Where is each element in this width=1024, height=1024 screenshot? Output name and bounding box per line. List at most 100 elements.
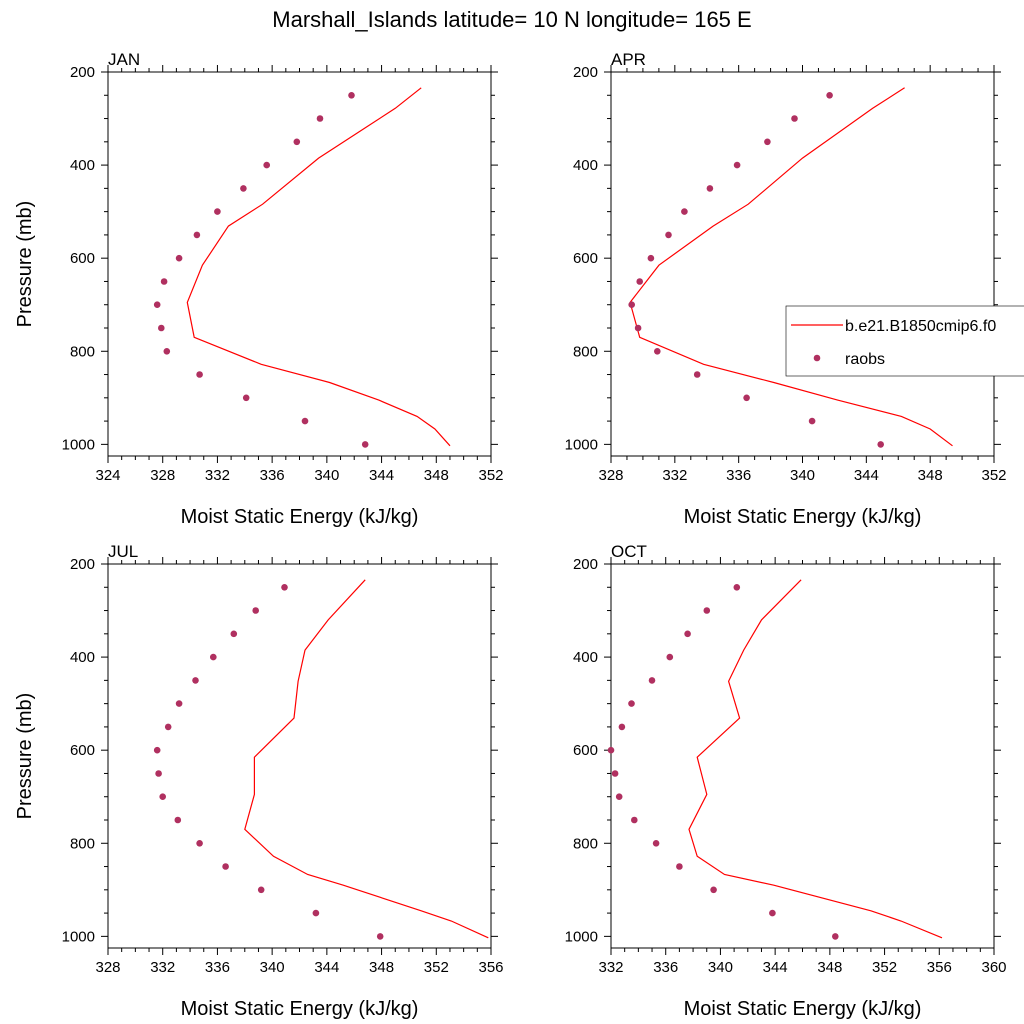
y-tick-label: 600 [70, 250, 95, 267]
raobs-point [210, 653, 217, 661]
raobs-point [312, 909, 320, 917]
x-tick-label: 336 [205, 959, 230, 976]
plot-frame [610, 71, 995, 457]
x-tick-label: 344 [369, 467, 394, 484]
x-tick-label: 344 [314, 959, 339, 976]
model-profile-line [244, 579, 489, 939]
x-tick-label: 332 [205, 467, 230, 484]
raobs-point [684, 630, 691, 638]
y-tick-label: 800 [573, 835, 598, 852]
raobs-point [808, 417, 816, 425]
raobs-point [159, 793, 166, 800]
y-tick-label: 400 [573, 157, 598, 174]
raobs-point [257, 886, 265, 894]
x-axis-title: Moist Static Energy (kJ/kg) [684, 998, 922, 1020]
legend-box [785, 305, 1024, 377]
raobs-point [832, 933, 839, 940]
raobs-point [153, 301, 161, 309]
raobs-point [769, 909, 776, 917]
raobs-point [192, 677, 199, 684]
x-tick-label: 332 [598, 959, 623, 976]
raobs-point [652, 840, 660, 847]
x-tick-label: 348 [918, 467, 943, 484]
y-tick-label: 400 [70, 157, 95, 174]
x-tick-label: 340 [708, 959, 733, 976]
raobs-point [160, 278, 168, 285]
y-tick-label: 1000 [565, 436, 598, 453]
y-tick-label: 400 [573, 649, 598, 666]
legend-label-raobs: raobs [845, 351, 885, 368]
raobs-point [163, 348, 171, 355]
raobs-point [618, 723, 626, 731]
raobs-point [791, 115, 798, 122]
x-tick-label: 352 [424, 959, 449, 976]
x-tick-label: 328 [95, 959, 120, 976]
x-tick-label: 344 [854, 467, 879, 484]
model-profile-line [629, 87, 953, 447]
raobs-point [634, 324, 642, 332]
y-tick-label: 1000 [62, 928, 95, 945]
y-axis-title: Pressure (mb) [14, 201, 36, 328]
raobs-point [676, 863, 683, 870]
raobs-point [158, 324, 165, 332]
raobs-point [665, 231, 672, 239]
raobs-point [826, 92, 833, 99]
raobs-point [628, 700, 635, 707]
raobs-point [376, 933, 384, 940]
raobs-point [693, 371, 701, 378]
raobs-point [681, 208, 688, 215]
x-tick-label: 328 [598, 467, 623, 484]
raobs-point [877, 441, 884, 448]
x-tick-label: 336 [260, 467, 285, 484]
x-tick-label: 340 [790, 467, 815, 484]
y-tick-label: 600 [573, 250, 598, 267]
x-tick-label: 356 [478, 959, 503, 976]
raobs-point [252, 607, 259, 614]
raobs-point [316, 115, 324, 122]
raobs-point [648, 677, 656, 684]
x-tick-label: 328 [150, 467, 175, 484]
raobs-point [631, 816, 638, 824]
raobs-point [654, 348, 661, 355]
x-tick-label: 340 [260, 959, 285, 976]
x-tick-label: 352 [478, 467, 503, 484]
panel-jan: JAN 324 328 332 336 340 344 348 352 200 400 600 800 1… [14, 50, 504, 528]
raobs-point [175, 254, 183, 262]
model-profile-line [688, 579, 943, 939]
raobs-point [636, 278, 643, 285]
x-tick-label: 336 [726, 467, 751, 484]
panel-label: JAN [108, 50, 140, 69]
panel-oct: OCT 332 336 340 344 348 352 356 360 200 400 600 800 1… [565, 542, 1007, 1020]
raobs-point [230, 630, 238, 638]
raobs-point [733, 584, 741, 591]
raobs-point [348, 92, 355, 99]
panel-apr: APR 328 332 336 340 344 348 352 200 400 600 800 1000… [565, 50, 1007, 528]
x-axis-title: Moist Static Energy (kJ/kg) [181, 506, 419, 528]
legend: b.e21.B1850cmip6.f0 raobs [785, 305, 1024, 377]
x-tick-label: 340 [314, 467, 339, 484]
raobs-point [222, 863, 229, 870]
y-axis-title: Pressure (mb) [14, 693, 36, 820]
raobs-point [153, 746, 161, 754]
x-tick-label: 348 [817, 959, 842, 976]
panels: JAN 324 328 332 336 340 344 348 352 200 400 600 800 1… [14, 50, 1007, 1020]
raobs-point [628, 301, 635, 309]
y-tick-label: 600 [70, 742, 95, 759]
raobs-point [263, 161, 271, 169]
raobs-point [611, 770, 619, 777]
raobs-point [293, 138, 301, 146]
raobs-point [240, 185, 247, 192]
y-tick-label: 800 [573, 343, 598, 360]
y-tick-label: 200 [573, 556, 598, 573]
raobs-point [706, 185, 714, 192]
x-tick-label: 324 [95, 467, 120, 484]
y-tick-label: 200 [70, 556, 95, 573]
x-tick-label: 348 [424, 467, 449, 484]
raobs-point [196, 840, 203, 847]
x-tick-label: 352 [872, 959, 897, 976]
model-profile-line [186, 87, 451, 447]
y-tick-label: 600 [573, 742, 598, 759]
x-axis-title: Moist Static Energy (kJ/kg) [684, 506, 922, 528]
y-tick-label: 1000 [62, 436, 95, 453]
x-tick-label: 336 [653, 959, 678, 976]
